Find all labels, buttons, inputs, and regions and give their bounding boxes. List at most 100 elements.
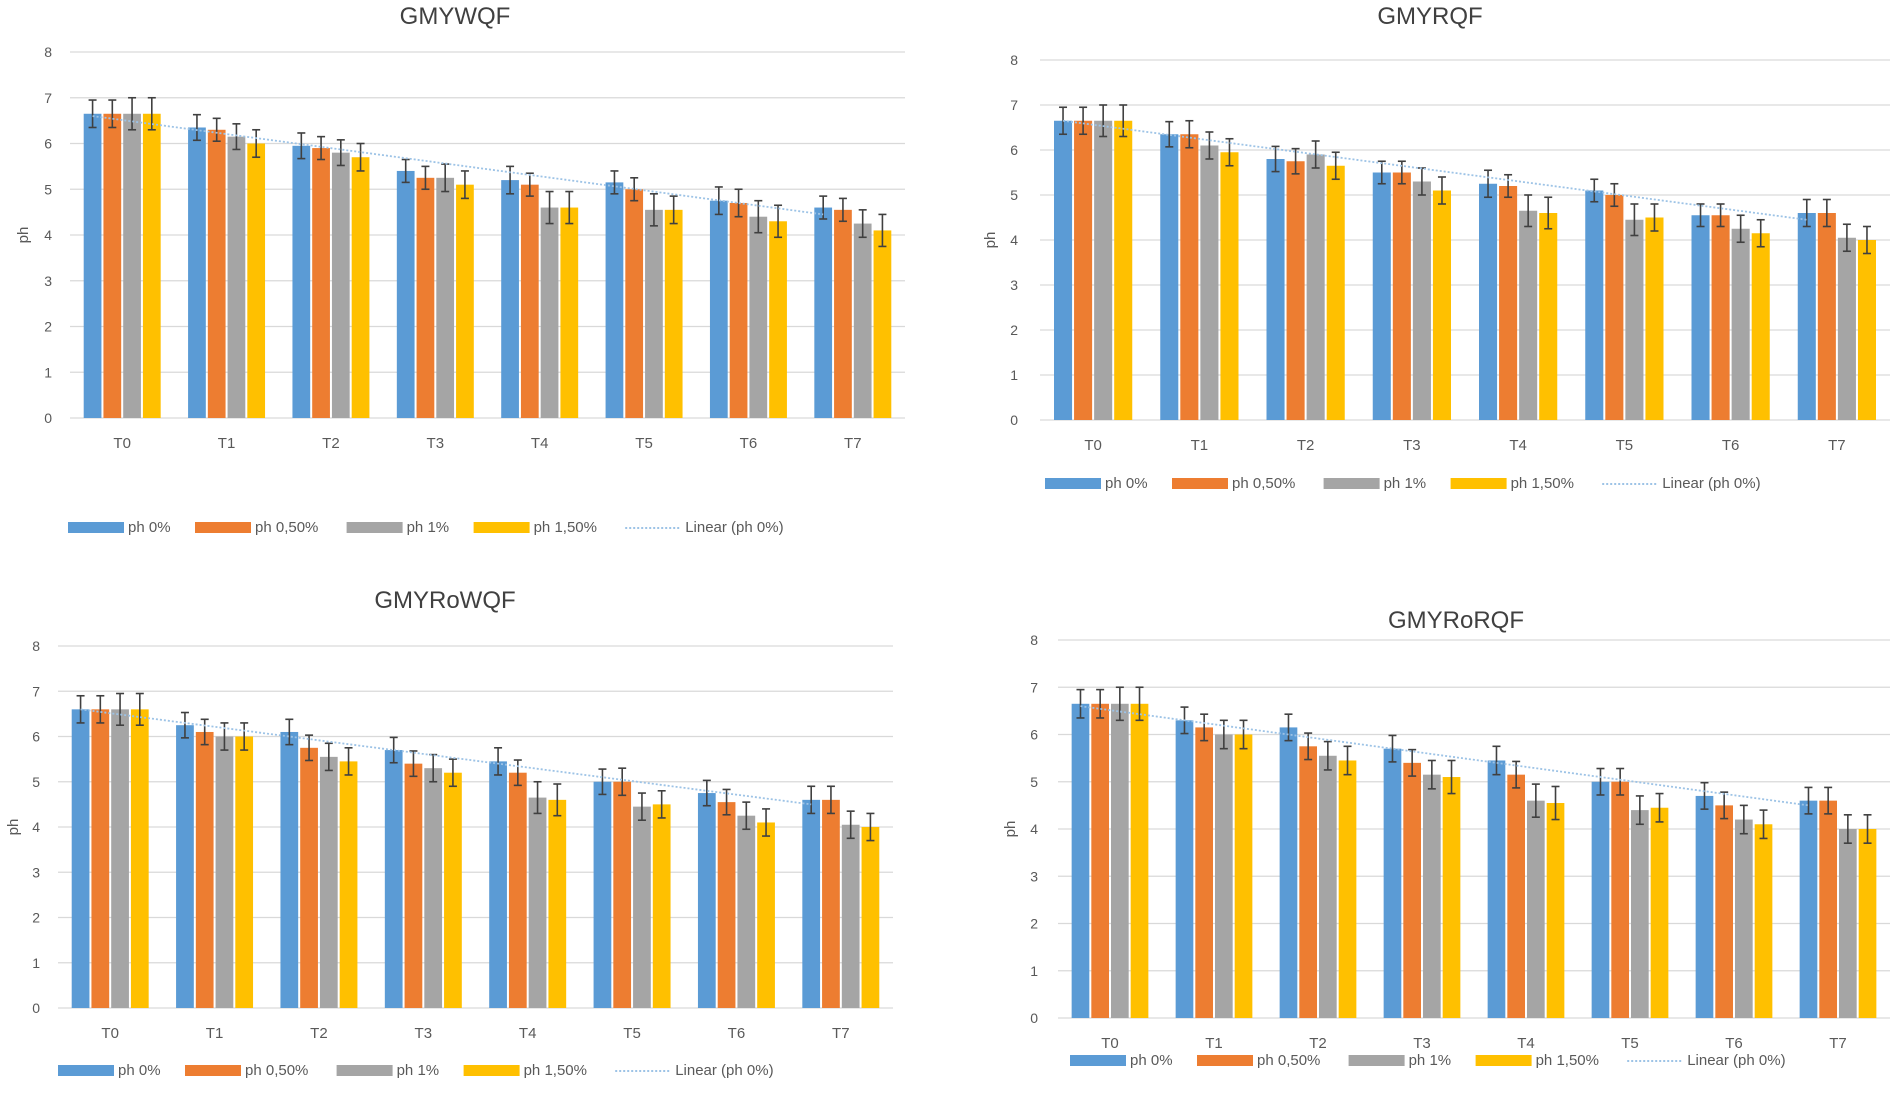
legend-swatch <box>1323 478 1380 489</box>
y-tick-label: 1 <box>32 955 40 971</box>
bar <box>207 129 226 418</box>
x-tick-label: T6 <box>1722 437 1740 454</box>
bar <box>548 799 567 1008</box>
legend-swatch <box>473 522 530 533</box>
y-tick-label: 2 <box>44 319 52 335</box>
bar <box>605 182 624 418</box>
y-axis-label: ph <box>15 227 32 244</box>
bar <box>1279 727 1298 1018</box>
y-tick-label: 0 <box>1010 412 1018 428</box>
y-tick-label: 8 <box>44 44 52 60</box>
bar <box>444 772 462 1008</box>
bar <box>436 177 455 418</box>
bar <box>176 725 194 1008</box>
legend-label: ph 0% <box>1130 1052 1173 1069</box>
trendline <box>92 115 824 216</box>
bar <box>1299 746 1317 1018</box>
x-tick-label: T0 <box>1084 437 1102 454</box>
bar <box>1585 190 1604 420</box>
bar <box>633 806 651 1008</box>
trendline <box>1062 119 1807 221</box>
bar <box>1326 165 1345 420</box>
y-tick-label: 5 <box>32 774 40 790</box>
bar <box>1819 800 1837 1018</box>
y-tick-label: 6 <box>32 729 40 745</box>
bar <box>339 761 358 1008</box>
x-tick-label: T1 <box>206 1025 224 1042</box>
x-tick-label: T0 <box>101 1025 119 1042</box>
legend-label: ph 1,50% <box>1536 1052 1599 1069</box>
legend-label: Linear (ph 0%) <box>675 1062 773 1079</box>
bar <box>520 184 539 418</box>
legend-label: ph 1% <box>1409 1052 1452 1069</box>
bar <box>111 709 129 1008</box>
y-axis-label: ph <box>982 232 999 249</box>
legend-label: Linear (ph 0%) <box>1687 1052 1785 1069</box>
x-tick-label: T5 <box>1621 1035 1639 1052</box>
legend-swatch <box>1450 478 1507 489</box>
bar <box>1266 159 1285 420</box>
y-tick-label: 7 <box>1030 679 1038 695</box>
y-tick-label: 4 <box>44 227 52 243</box>
legend-label: ph 0% <box>128 519 171 536</box>
x-tick-label: T6 <box>728 1025 746 1042</box>
legend-label: ph 0,50% <box>245 1062 308 1079</box>
bar <box>769 221 787 418</box>
legend-label: ph 1% <box>1384 475 1427 492</box>
bar <box>1220 152 1239 420</box>
chart-title: GMYRoRQF <box>1388 607 1524 634</box>
bar <box>1645 217 1664 420</box>
trendline <box>1080 705 1809 807</box>
bar <box>1160 134 1179 420</box>
legend-label: ph 1,50% <box>524 1062 587 1079</box>
bar <box>1631 810 1649 1018</box>
bar <box>749 216 768 418</box>
bar <box>802 799 821 1008</box>
bar <box>613 781 632 1008</box>
bar <box>1383 748 1402 1018</box>
bar <box>300 747 318 1008</box>
bar <box>1215 734 1233 1018</box>
bar <box>384 750 403 1008</box>
bar <box>195 731 214 1008</box>
y-tick-label: 3 <box>1030 868 1038 884</box>
bar <box>652 804 671 1008</box>
legend-label: ph 0% <box>118 1062 161 1079</box>
bar <box>861 827 880 1008</box>
legend-swatch <box>185 1065 241 1076</box>
bar <box>1858 829 1877 1018</box>
y-tick-label: 5 <box>1010 187 1018 203</box>
x-tick-label: T2 <box>322 435 340 452</box>
bar <box>123 113 141 418</box>
bar <box>215 736 234 1008</box>
bar <box>540 207 559 418</box>
bar <box>697 793 716 1008</box>
x-tick-label: T3 <box>1413 1035 1431 1052</box>
bar <box>1539 213 1558 420</box>
bar <box>664 209 683 418</box>
bar <box>1715 805 1733 1018</box>
bar <box>1754 824 1773 1018</box>
bar <box>729 202 748 418</box>
legend-swatch <box>346 522 403 533</box>
y-tick-label: 5 <box>1030 774 1038 790</box>
y-tick-label: 1 <box>44 364 52 380</box>
bar <box>1695 795 1714 1018</box>
y-tick-label: 7 <box>1010 97 1018 113</box>
legend-swatch <box>1348 1055 1405 1066</box>
bar <box>396 170 415 418</box>
legend-swatch <box>1475 1055 1532 1066</box>
bar <box>560 207 579 418</box>
bar <box>1175 720 1194 1018</box>
chart-title: GMYRoWQF <box>374 587 515 614</box>
bar <box>456 184 474 418</box>
x-tick-label: T5 <box>635 435 653 452</box>
chart-panel-1: GMYWQF 0 1 2 3 4 5 6 7 8 ph T0 T1 T2 T3 T4 T5 T6 T7 ph 0% ph… <box>15 3 905 536</box>
bar <box>1195 727 1213 1018</box>
chart-panel-2: GMYRQF 0 1 2 3 4 5 6 7 8 ph T0 T1 T2 T3 T4 T5 T6 T7 ph 0% ph… <box>982 3 1890 492</box>
bar <box>424 768 443 1008</box>
bar <box>235 736 254 1008</box>
legend-label: ph 1,50% <box>1511 475 1574 492</box>
bar <box>1751 233 1770 420</box>
bar <box>489 761 507 1008</box>
